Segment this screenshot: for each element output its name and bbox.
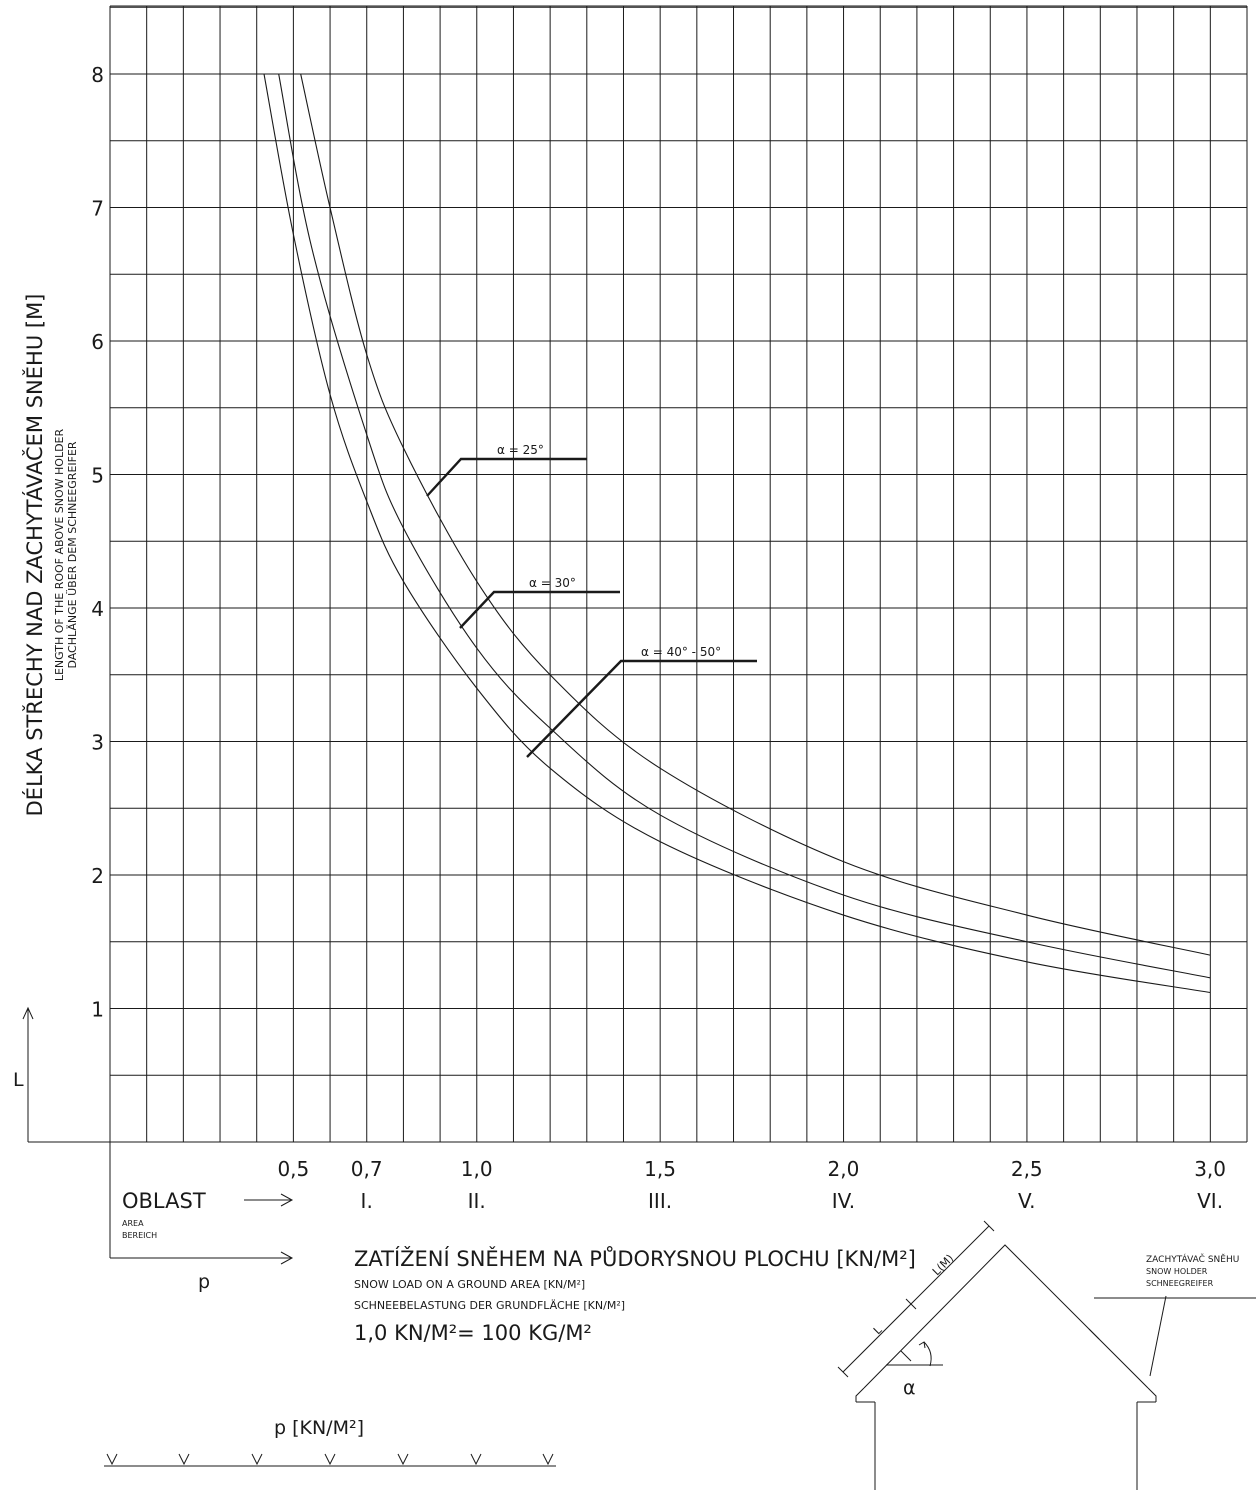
- p-axis-symbol: p: [198, 1271, 210, 1293]
- y-tick-label: 5: [91, 464, 104, 488]
- x-area-label: VI.: [1197, 1189, 1223, 1213]
- curve-label-1: α = 25°: [497, 443, 544, 457]
- x-tick-label: 2,5: [1011, 1157, 1043, 1181]
- area-label-en: AREA: [122, 1219, 144, 1228]
- holder-label-cz: ZACHYTÁVAČ SNĚHU: [1146, 1253, 1239, 1265]
- load-arrow: [251, 1453, 263, 1466]
- load-arrow: [106, 1453, 118, 1466]
- x-area-label: II.: [468, 1189, 486, 1213]
- curve-series-1: [300, 73, 1211, 956]
- roof-angle-label: α: [903, 1377, 916, 1399]
- curve-leader-1: [426, 457, 587, 497]
- x-area-label: V.: [1018, 1189, 1035, 1213]
- l-axis-arrow: [22, 1006, 110, 1143]
- l-axis-symbol: L: [13, 1069, 24, 1091]
- x-tick-label: 0,7: [351, 1157, 383, 1181]
- y-tick-label: 6: [91, 330, 104, 354]
- x-axis-title-main: ZATÍŽENÍ SNĚHEM NA PŮDORYSNOU PLOCHU [KN…: [354, 1245, 916, 1271]
- holder-label-en: SNOW HOLDER: [1146, 1267, 1208, 1276]
- load-arrow: [324, 1453, 336, 1466]
- curve-series-2: [278, 73, 1211, 979]
- y-tick-label: 3: [91, 731, 104, 755]
- chart: α = 25° α = 30° α = 40° - 50° 1 2 3 4 5 6 7 8 0,5…: [91, 5, 1248, 1213]
- x-area-label: I.: [361, 1189, 373, 1213]
- x-tick-label: 2,0: [827, 1157, 859, 1181]
- roof-diagram: [837, 1220, 1256, 1490]
- unit-conversion: 1,0 KN/M²= 100 KG/M²: [354, 1321, 592, 1345]
- chart-curves: [263, 73, 1211, 994]
- p-axis-arrow: [109, 1142, 294, 1265]
- curve-labels: α = 25° α = 30° α = 40° - 50°: [426, 443, 757, 758]
- load-arrow: [542, 1453, 554, 1466]
- x-tick-label: 3,0: [1194, 1157, 1226, 1181]
- x-area-label: III.: [648, 1189, 672, 1213]
- curve-label-2: α = 30°: [529, 576, 576, 590]
- chart-grid: [109, 5, 1248, 1143]
- x-tick-label: 0,5: [277, 1157, 309, 1181]
- curve-label-3: α = 40° - 50°: [641, 645, 721, 659]
- x-area-label: IV.: [832, 1189, 855, 1213]
- load-arrow: [470, 1453, 482, 1466]
- roof-length-l: L: [871, 1323, 885, 1337]
- area-label-de: BEREICH: [122, 1231, 157, 1240]
- area-label: OBLAST: [122, 1189, 206, 1213]
- curve-leader-3: [526, 659, 757, 758]
- load-label: p [KN/M²]: [274, 1417, 364, 1439]
- curve-series-3: [263, 73, 1211, 994]
- holder-label-de: SCHNEEGREIFER: [1146, 1279, 1214, 1288]
- x-tick-labels: 0,5 0,7 I. 1,0 II. 1,5 III. 2,0 IV. 2,5 V. 3,0 VI.: [277, 1157, 1226, 1213]
- x-tick-label: 1,5: [644, 1157, 676, 1181]
- roof-length-lm: L(M): [930, 1252, 956, 1278]
- x-tick-label: 1,0: [461, 1157, 493, 1181]
- y-tick-label: 2: [91, 864, 104, 888]
- y-axis-title: DÉLKA STŘECHY NAD ZACHYTÁVAČEM SNĚHU [M]…: [22, 294, 79, 817]
- y-tick-labels: 1 2 3 4 5 6 7 8: [91, 63, 104, 1022]
- load-arrow: [397, 1453, 409, 1466]
- y-axis-title-en: LENGTH OF THE ROOF ABOVE SNOW HOLDER: [53, 428, 66, 681]
- y-axis-title-main: DÉLKA STŘECHY NAD ZACHYTÁVAČEM SNĚHU [M]: [22, 294, 47, 817]
- y-tick-label: 4: [91, 597, 104, 621]
- y-tick-label: 8: [91, 63, 104, 87]
- load-diagram: p [KN/M²]: [104, 1417, 556, 1467]
- x-axis-title-de: SCHNEEBELASTUNG DER GRUNDFLÄCHE [KN/M²]: [354, 1299, 625, 1312]
- y-tick-label: 1: [91, 998, 104, 1022]
- x-axis-title-en: SNOW LOAD ON A GROUND AREA [KN/M²]: [354, 1278, 585, 1291]
- y-tick-label: 7: [91, 197, 104, 221]
- y-axis-title-de: DACHLÄNGE ÜBER DEM SCHNEEGREIFER: [66, 441, 79, 668]
- load-arrow: [178, 1453, 190, 1466]
- curve-leader-2: [459, 590, 620, 629]
- load-arrows: [104, 1453, 556, 1467]
- area-arrow: [244, 1193, 294, 1207]
